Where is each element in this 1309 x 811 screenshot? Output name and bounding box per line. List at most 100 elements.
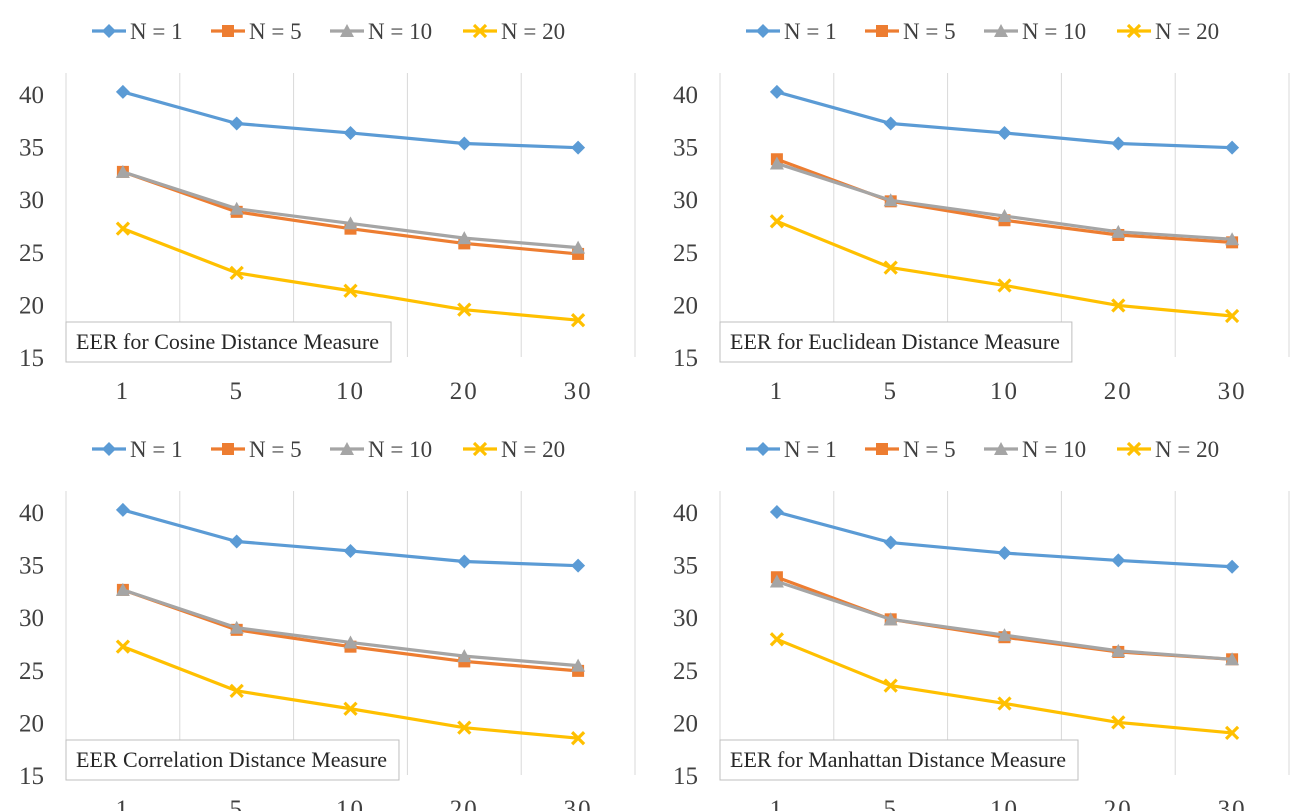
data-point-n-10-30 [1225, 652, 1240, 666]
legend-marker-n-20-stroke-b [472, 441, 488, 457]
y-tick-30: 30 [673, 605, 698, 632]
legend-marker-n-1 [102, 24, 116, 38]
chart-title: EER for Manhattan Distance Measure [719, 739, 1079, 781]
chart-title: EER Correlation Distance Measure [65, 739, 400, 781]
data-point-n-1-1 [769, 84, 784, 99]
y-tick-25: 25 [673, 658, 698, 685]
y-tick-40: 40 [19, 82, 44, 109]
chart-title-text: EER for Euclidean Distance Measure [730, 329, 1060, 354]
data-point-n-20-5-stroke-b [883, 260, 898, 275]
legend: N = 1 N = 5 N = 10 N = 20 [746, 437, 1219, 462]
data-point-n-20-10-stroke-b [343, 283, 358, 298]
series-line-n-5 [775, 157, 1234, 244]
legend-label-n-5: N = 5 [249, 437, 302, 462]
series-n-5 [770, 571, 1239, 666]
data-point-n-20-10-stroke-b [997, 696, 1012, 711]
x-tick-30: 30 [564, 378, 593, 405]
data-point-n-10-10 [997, 628, 1012, 642]
y-tick-15: 15 [19, 763, 44, 790]
data-point-n-20-10 [997, 696, 1012, 711]
data-point-n-20-1 [769, 632, 785, 647]
data-point-n-10-30 [571, 240, 586, 254]
data-point-n-1-10 [343, 125, 358, 140]
legend-label-n-10: N = 10 [1022, 437, 1086, 462]
data-point-n-10-10 [343, 635, 358, 649]
legend-marker-n-20-stroke-b [1126, 23, 1142, 39]
y-tick-35: 35 [19, 553, 44, 580]
data-point-n-1-5 [883, 116, 898, 131]
series-n-10 [115, 164, 586, 254]
data-point-n-10-1 [769, 574, 784, 588]
data-point-n-1-30 [571, 140, 586, 155]
data-point-n-10-1 [769, 156, 784, 170]
legend-marker-n-1 [756, 24, 770, 38]
legend-label-n-5: N = 5 [249, 19, 302, 44]
series-line-n-5 [775, 575, 1234, 661]
chart-title-box [65, 739, 400, 781]
legend-item-n-5: N = 5 [211, 19, 302, 44]
legend-marker-n-5 [222, 443, 234, 455]
data-point-n-20-1-stroke-b [115, 639, 131, 654]
data-point-n-1-5 [229, 116, 244, 131]
data-point-n-1-10 [343, 543, 358, 558]
x-tick-1: 1 [116, 378, 131, 405]
data-point-n-10-1 [115, 164, 130, 178]
data-point-n-20-20-stroke-b [1111, 715, 1126, 730]
legend-item-n-20: N = 20 [463, 437, 565, 462]
x-tick-10: 10 [336, 378, 365, 405]
y-tick-30: 30 [673, 187, 698, 214]
data-point-n-20-10-stroke-b [343, 701, 358, 716]
y-tick-15: 15 [673, 345, 698, 372]
y-tick-25: 25 [19, 240, 44, 267]
y-tick-20: 20 [673, 292, 698, 319]
series-n-20 [769, 632, 1240, 741]
data-point-n-10-1 [115, 582, 130, 596]
y-tick-40: 40 [673, 82, 698, 109]
series-n-20 [115, 639, 586, 746]
y-tick-20: 20 [19, 292, 44, 319]
x-tick-1: 1 [770, 378, 785, 405]
x-tick-1: 1 [770, 796, 785, 811]
legend-label-n-1: N = 1 [784, 19, 837, 44]
y-tick-15: 15 [673, 763, 698, 790]
legend-item-n-1: N = 1 [92, 19, 183, 44]
data-point-n-20-30-stroke-b [1224, 308, 1240, 324]
data-point-n-20-10 [997, 278, 1012, 293]
y-tick-30: 30 [19, 187, 44, 214]
data-point-n-20-1 [115, 221, 131, 236]
series-n-1 [115, 84, 586, 155]
data-point-n-1-20 [1111, 553, 1126, 568]
data-point-n-10-30 [571, 658, 586, 672]
data-point-n-10-5 [229, 201, 244, 215]
data-point-n-20-5 [229, 265, 244, 280]
legend-label-n-20: N = 20 [501, 19, 565, 44]
data-point-n-20-20-stroke-b [457, 302, 472, 317]
data-point-n-20-10-stroke-b [997, 278, 1012, 293]
data-point-n-20-30-stroke-b [570, 313, 586, 328]
legend-label-n-1: N = 1 [784, 437, 837, 462]
data-point-n-20-20 [1111, 715, 1126, 730]
data-point-n-10-20 [457, 649, 472, 663]
data-point-n-20-1-stroke-b [769, 214, 785, 229]
data-point-n-10-20 [1111, 643, 1126, 657]
legend: N = 1 N = 5 N = 10 N = 20 [92, 437, 565, 462]
data-point-n-20-30 [1224, 308, 1240, 324]
data-point-n-20-30 [570, 731, 586, 746]
data-point-n-20-30 [1224, 725, 1240, 741]
legend-label-n-10: N = 10 [368, 437, 432, 462]
data-point-n-1-20 [457, 554, 472, 569]
series-n-5 [116, 583, 585, 677]
series-n-1 [115, 502, 586, 573]
x-tick-30: 30 [564, 796, 593, 811]
series-line-n-10 [775, 579, 1234, 661]
legend-item-n-1: N = 1 [92, 437, 183, 462]
chart-title: EER for Cosine Distance Measure [65, 321, 392, 363]
chart-title-box [719, 739, 1079, 781]
legend-marker-n-5 [222, 25, 234, 37]
data-point-n-20-20 [457, 720, 472, 735]
legend-marker-n-5 [876, 25, 888, 37]
legend-item-n-1: N = 1 [746, 437, 837, 462]
